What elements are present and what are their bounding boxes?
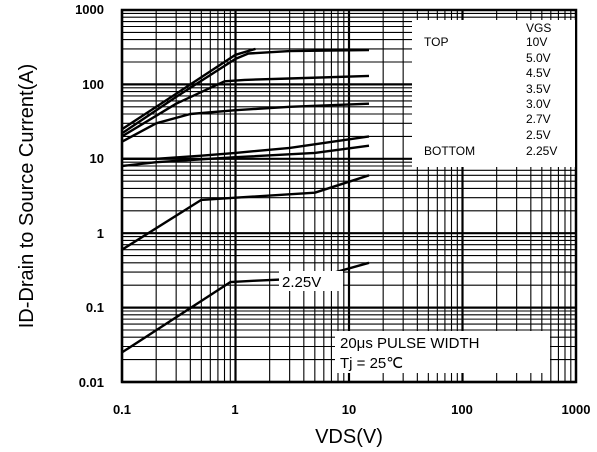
legend-entry-3-5v: 3.5V <box>526 82 551 96</box>
series-line-10v <box>121 47 256 131</box>
y-axis-title: ID-Drain to Source Current(A) <box>16 64 38 329</box>
series-line-3-5v <box>121 102 370 143</box>
y-tick-100: 100 <box>82 77 104 92</box>
series-line-3-0v <box>122 135 370 161</box>
y-tick-1: 1 <box>97 226 104 241</box>
curve-label-bg <box>279 271 343 291</box>
y-tick-10: 10 <box>90 151 104 166</box>
legend-entry-2-5v: 2.5V <box>526 128 551 142</box>
legend-entry-10v: 10V <box>526 35 547 49</box>
series-line-2-7v <box>121 144 370 168</box>
legend-entry-2-7v: 2.7V <box>526 112 551 126</box>
pulse-width-text: 20μs PULSE WIDTH <box>340 335 480 352</box>
series-line-5-0v <box>121 48 370 135</box>
plot-frame <box>120 8 578 384</box>
legend-entry-4-5v: 4.5V <box>526 66 551 80</box>
series-line-2-5v <box>121 174 370 251</box>
curve-label-group: 2.25V <box>279 271 343 291</box>
y-tick-0-01: 0.01 <box>79 375 104 390</box>
x-axis-title: VDS(V) <box>315 426 383 448</box>
curve-label: 2.25V <box>282 274 321 291</box>
legend-header: VGS <box>526 21 551 35</box>
legend-box <box>412 20 575 167</box>
series-line-4-5v <box>121 74 370 138</box>
y-tick-1000: 1000 <box>75 2 104 17</box>
legend-entry-3v: 3.0V <box>526 97 551 111</box>
legend-entry-2-25v: 2.25V <box>526 144 557 158</box>
x-tick-10: 10 <box>342 402 356 417</box>
x-tick-labels: 0.1 1 10 100 1000 <box>113 402 591 417</box>
legend: VGS TOP BOTTOM 10V 5.0V 4.5V 3.5V 3.0V 2… <box>412 20 575 167</box>
y-tick-labels: 1000 100 10 1 0.1 0.01 <box>75 2 104 390</box>
legend-entry-5v: 5.0V <box>526 51 551 65</box>
y-tick-0-1: 0.1 <box>86 300 104 315</box>
tj-text: Tj = 25℃ <box>340 355 403 372</box>
pulse-annotation: 20μs PULSE WIDTH Tj = 25℃ <box>335 331 550 373</box>
legend-top-label: TOP <box>424 35 448 49</box>
pulse-annotation-bg <box>335 331 550 373</box>
series-layer <box>121 47 370 354</box>
legend-bottom-label: BOTTOM <box>424 144 475 158</box>
x-tick-0-1: 0.1 <box>113 402 131 417</box>
x-tick-100: 100 <box>451 402 473 417</box>
x-tick-1000: 1000 <box>562 402 591 417</box>
x-tick-1: 1 <box>231 402 238 417</box>
